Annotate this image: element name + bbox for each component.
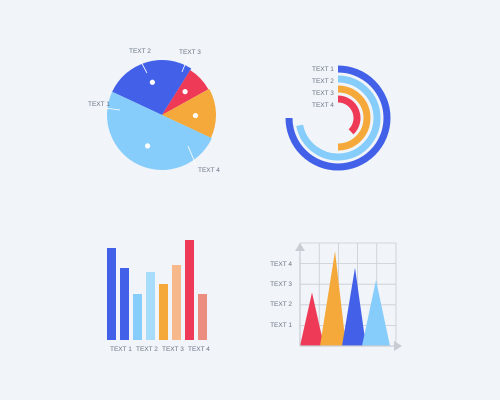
bar-marks: [107, 240, 207, 340]
bar-1: [107, 248, 116, 340]
ytick-text-3: TEXT 3: [270, 281, 292, 288]
pie-slices: [107, 60, 216, 170]
bar-7: [185, 240, 194, 340]
pie-label-markers: [104, 56, 199, 166]
pie-label-text-2: TEXT 2: [129, 48, 151, 55]
triangle-4: [362, 280, 390, 346]
pie-leader-4: [187, 145, 197, 166]
ytick-text-2: TEXT 2: [270, 301, 292, 308]
radial-arcs: [285, 65, 391, 171]
bar-8: [198, 294, 207, 340]
pie-leader-3: [181, 56, 189, 73]
radial-arc-3: [337, 85, 371, 151]
triangle-marks: [300, 251, 390, 346]
triangle-1: [300, 292, 324, 346]
bar-xtick-text-3: TEXT 3: [162, 346, 184, 353]
radial-arc-1: [285, 65, 391, 171]
radial-label-text-2: TEXT 2: [312, 78, 334, 85]
pie-marker-4: [144, 143, 151, 149]
bar-5: [159, 284, 168, 340]
pie-leader-1: [104, 107, 121, 111]
pie-marker-1: [149, 79, 155, 85]
bar-4: [146, 272, 155, 340]
ytick-text-1: TEXT 1: [270, 322, 292, 329]
bar-chart: TEXT 1 TEXT 2 TEXT 3 TEXT 4: [107, 240, 210, 353]
bar-xtick-text-1: TEXT 1: [110, 346, 132, 353]
triangle-area-chart: TEXT 1 TEXT 2 TEXT 3 TEXT 4: [270, 242, 402, 351]
triangle-2: [320, 251, 346, 346]
pie-chart: TEXT 1 TEXT 2 TEXT 3 TEXT 4: [88, 48, 220, 174]
bar-2: [120, 268, 129, 340]
bar-6: [172, 265, 181, 340]
pie-marker-2: [182, 89, 188, 95]
pie-marker-3: [192, 112, 199, 119]
radial-label-text-1: TEXT 1: [312, 66, 334, 73]
pie-slice-3: [162, 88, 216, 138]
x-axis-arrow: [394, 341, 402, 351]
pie-leader-2: [139, 59, 148, 74]
ytick-text-4: TEXT 4: [270, 261, 292, 268]
bar-3: [133, 294, 142, 340]
bar-xtick-text-4: TEXT 4: [188, 346, 210, 353]
pie-slice-1: [112, 60, 192, 115]
y-axis-arrow: [295, 243, 305, 251]
pie-label-text-1: TEXT 1: [88, 101, 110, 108]
radial-label-text-4: TEXT 4: [312, 102, 334, 109]
radial-bar-chart: TEXT 1 TEXT 2 TEXT 3 TEXT 4: [285, 65, 391, 171]
pie-slice-4: [107, 91, 212, 170]
bar-xtick-text-2: TEXT 2: [136, 346, 158, 353]
radial-arc-4: [337, 95, 361, 135]
pie-label-text-4: TEXT 4: [198, 167, 220, 174]
pie-label-text-3: TEXT 3: [179, 49, 201, 56]
chart-axes: [295, 243, 402, 351]
radial-arc-2: [296, 75, 381, 161]
radial-label-text-3: TEXT 3: [312, 90, 334, 97]
triangle-3: [342, 267, 366, 346]
